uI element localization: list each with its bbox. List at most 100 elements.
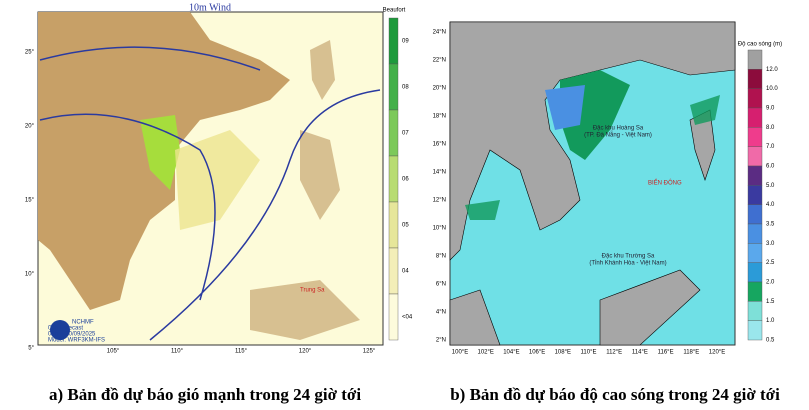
y-tick-label: 16°N bbox=[433, 142, 446, 148]
place-label: Trung Sa bbox=[300, 288, 325, 294]
y-tick-label: 24°N bbox=[433, 30, 446, 36]
legend-swatch bbox=[747, 49, 763, 70]
caption: b) Bản đồ dự báo độ cao sóng trong 24 gi… bbox=[450, 385, 780, 404]
legend-label: 8.0 bbox=[766, 125, 775, 131]
legend-swatch bbox=[747, 223, 763, 244]
y-tick-label: 18°N bbox=[433, 114, 446, 120]
map-title: 10m Wind bbox=[189, 2, 231, 13]
legend-label: 9.0 bbox=[766, 106, 775, 112]
place-label: (Tỉnh Khánh Hòa - Việt Nam) bbox=[589, 260, 666, 267]
legend-label: 06 bbox=[402, 177, 409, 183]
y-tick-label: 10° bbox=[25, 272, 35, 278]
legend-label: 7.0 bbox=[766, 144, 775, 150]
legend-swatch bbox=[747, 69, 763, 89]
legend-title: Độ cao sóng (m) bbox=[738, 42, 782, 48]
legend-label: 6.0 bbox=[766, 164, 775, 170]
legend-label: 08 bbox=[402, 85, 409, 91]
logo-text: 01h -- 30/09/2025 bbox=[48, 332, 96, 338]
legend-label: 4.0 bbox=[766, 202, 775, 208]
isobar bbox=[39, 46, 381, 341]
y-tick-label: 8°N bbox=[436, 254, 446, 260]
legend-swatch bbox=[747, 88, 763, 109]
y-tick-label: 20° bbox=[25, 124, 35, 130]
x-tick-label: 120°E bbox=[709, 350, 725, 356]
wave-zone bbox=[465, 95, 720, 220]
x-tick-label: 114°E bbox=[632, 350, 648, 356]
x-tick-label: 108°E bbox=[555, 350, 571, 356]
legend-swatch bbox=[747, 165, 763, 186]
legend-label: 0.5 bbox=[766, 338, 775, 344]
x-tick-label: 115° bbox=[235, 349, 248, 355]
y-tick-label: 25° bbox=[25, 50, 35, 56]
place-label: Đặc khu Hoàng Sa bbox=[593, 126, 644, 132]
legend-label: 12.0 bbox=[766, 67, 778, 73]
legend-label: 3.5 bbox=[766, 222, 775, 228]
legend-label: 1.5 bbox=[766, 299, 775, 305]
x-tick-label: 116°E bbox=[658, 350, 674, 356]
x-tick-label: 110°E bbox=[581, 350, 597, 356]
legend-swatch bbox=[388, 63, 399, 111]
logo-text: NCHMF bbox=[72, 320, 94, 326]
y-tick-label: 10°N bbox=[433, 226, 446, 232]
place-label: Đặc khu Trường Sa bbox=[602, 254, 655, 260]
logo-text: Model: WRF3KM-IFS bbox=[48, 338, 105, 344]
legend-label: 2.5 bbox=[766, 260, 775, 266]
islands-a bbox=[250, 40, 360, 340]
legend-label: 5.0 bbox=[766, 183, 775, 189]
legend-swatch bbox=[747, 262, 763, 283]
legend-title: Beaufort bbox=[383, 8, 406, 14]
legend-swatch bbox=[388, 293, 399, 341]
legend-label: 05 bbox=[402, 223, 409, 229]
legend-label: 10.0 bbox=[766, 86, 778, 92]
y-tick-label: 6°N bbox=[436, 282, 446, 288]
y-tick-label: 22°N bbox=[433, 58, 446, 64]
logo-text: 00h Forecast bbox=[48, 326, 83, 332]
legend-label: 04 bbox=[402, 269, 409, 275]
legend-label: 1.0 bbox=[766, 318, 775, 324]
y-tick-label: 20°N bbox=[433, 86, 446, 92]
sea-label: BIỂN ĐÔNG bbox=[648, 180, 682, 187]
x-tick-label: 105° bbox=[107, 349, 120, 355]
legend-swatch bbox=[747, 320, 763, 341]
y-tick-label: 2°N bbox=[436, 338, 446, 344]
legend-swatch bbox=[747, 281, 763, 302]
x-tick-label: 110° bbox=[171, 349, 184, 355]
legend-label: 2.0 bbox=[766, 280, 775, 286]
wave-zone bbox=[545, 85, 585, 130]
legend-label: <04 bbox=[402, 315, 413, 321]
legend-swatch bbox=[747, 243, 763, 263]
legend-swatch bbox=[747, 146, 763, 167]
legend-swatch bbox=[388, 201, 399, 249]
x-tick-label: 112°E bbox=[606, 350, 622, 356]
x-tick-label: 120° bbox=[299, 349, 312, 355]
x-tick-label: 106°E bbox=[529, 350, 545, 356]
x-tick-label: 118°E bbox=[683, 350, 699, 356]
legend-label: 07 bbox=[402, 131, 409, 137]
legend-label: 09 bbox=[402, 39, 409, 45]
x-tick-label: 102°E bbox=[477, 350, 493, 356]
land-b bbox=[449, 21, 736, 261]
legend-swatch bbox=[747, 185, 763, 205]
legend-swatch bbox=[388, 109, 399, 157]
legend-swatch bbox=[388, 155, 399, 203]
x-tick-label: 100°E bbox=[452, 350, 468, 356]
legend-swatch bbox=[388, 17, 399, 65]
legend-swatch bbox=[388, 247, 399, 295]
legend-swatch bbox=[747, 204, 763, 225]
y-tick-label: 15° bbox=[25, 198, 35, 204]
x-tick-label: 104°E bbox=[503, 350, 519, 356]
logo bbox=[50, 320, 70, 340]
legend-swatch bbox=[747, 127, 763, 147]
y-tick-label: 14°N bbox=[433, 170, 446, 176]
legend-label: 3.0 bbox=[766, 241, 775, 247]
wind-zone bbox=[175, 130, 260, 230]
y-tick-label: 5° bbox=[28, 346, 34, 352]
legend-swatch bbox=[747, 301, 763, 321]
caption: a) Bản đồ dự báo gió mạnh trong 24 giờ t… bbox=[49, 385, 361, 404]
legend-swatch bbox=[747, 107, 763, 128]
y-tick-label: 4°N bbox=[436, 310, 446, 316]
place-label: (TP. Đà Nẵng - Việt Nam) bbox=[584, 132, 652, 139]
y-tick-label: 12°N bbox=[433, 198, 446, 204]
x-tick-label: 125° bbox=[363, 349, 376, 355]
